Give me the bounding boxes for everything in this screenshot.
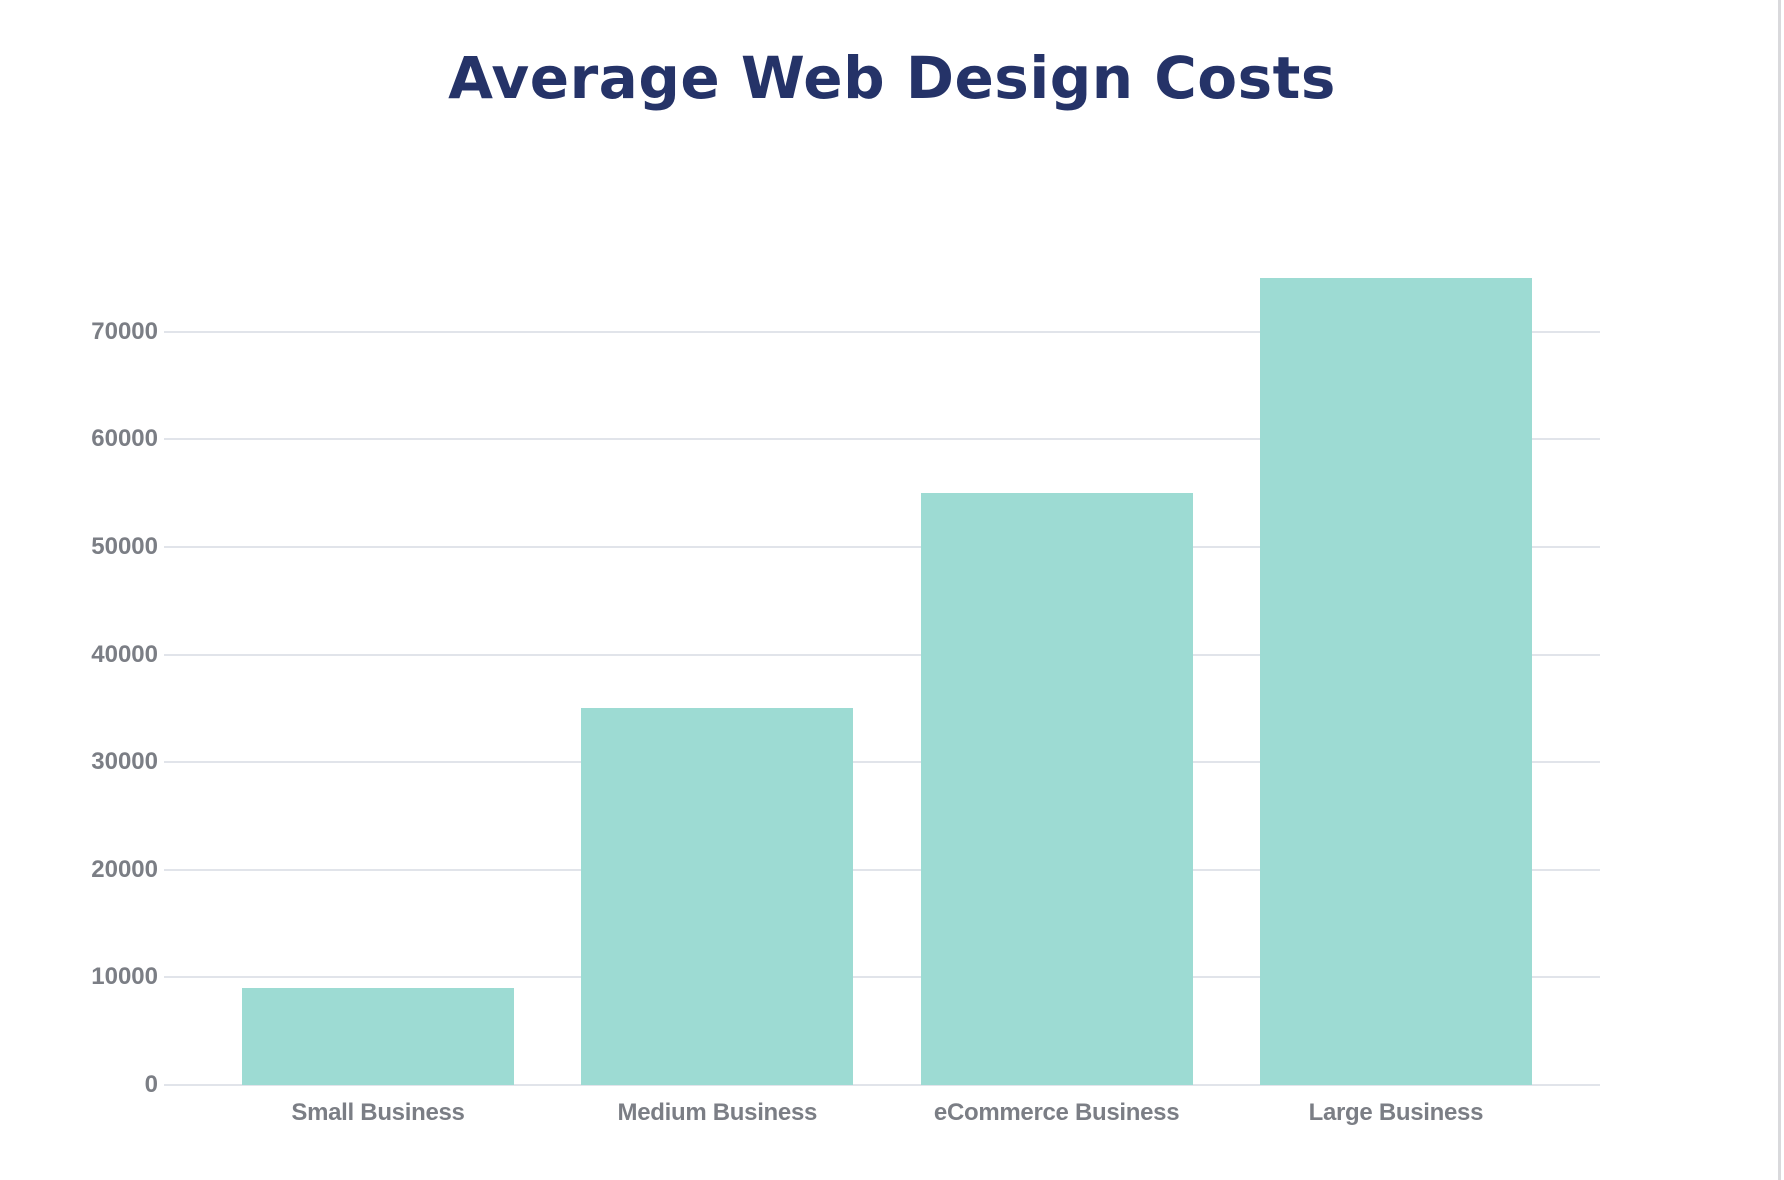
page-edge-border — [1778, 0, 1781, 1180]
gridline — [164, 868, 1600, 871]
x-axis-tick-label: Large Business — [1308, 1099, 1484, 1126]
y-axis-tick-label: 70000 — [91, 317, 158, 345]
x-axis-tick-label: eCommerce Business — [933, 1099, 1180, 1126]
y-axis-tick-label: 50000 — [91, 533, 158, 560]
y-axis-tick-label: 20000 — [91, 855, 158, 883]
y-axis-tick-label: 10000 — [91, 963, 158, 991]
gridline — [164, 976, 1600, 979]
y-axis-tick-label: 30000 — [91, 748, 158, 776]
gridline — [164, 1084, 1600, 1086]
bar-ecommerce-business — [920, 493, 1193, 1085]
gridline — [164, 761, 1600, 764]
gridline — [164, 546, 1600, 548]
bar-large-business — [1259, 278, 1532, 1085]
gridline — [164, 653, 1600, 656]
bar-small-business — [242, 988, 514, 1085]
y-axis-tick-label: 0 — [144, 1071, 158, 1098]
x-axis-tick-label: Small Business — [291, 1099, 465, 1126]
gridline — [164, 330, 1600, 333]
bar-medium-business — [581, 708, 854, 1085]
x-axis-tick-label: Medium Business — [617, 1099, 818, 1126]
y-axis-tick-label: 40000 — [91, 640, 158, 668]
gridline — [164, 438, 1600, 441]
y-axis-tick-label: 60000 — [91, 425, 158, 453]
chart-title: Average Web Design Costs — [448, 44, 1336, 112]
